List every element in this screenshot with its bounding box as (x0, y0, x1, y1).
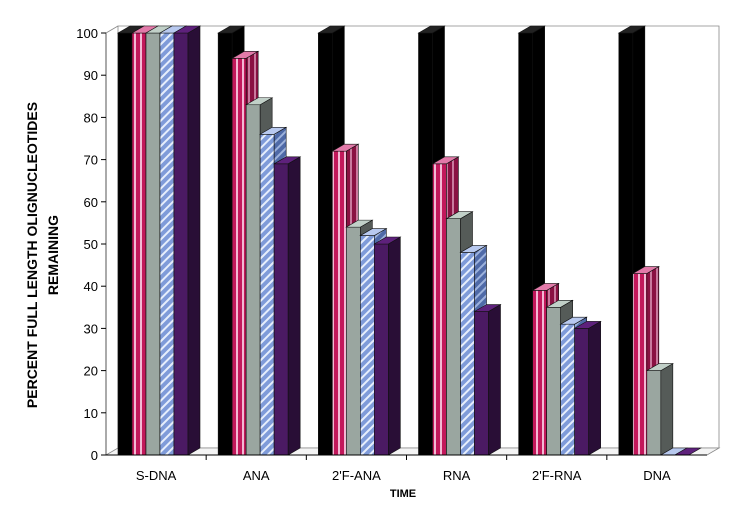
bar-top (473, 304, 502, 312)
y-tick-label: 40 (84, 279, 98, 294)
y-axis-title-line-2: REMAINING (45, 215, 61, 295)
bar-side (588, 320, 601, 456)
bar-front (231, 58, 247, 456)
bar-top (517, 25, 546, 34)
bar-front (318, 32, 333, 456)
bars (116, 25, 702, 456)
bar-front (460, 252, 475, 456)
x-tick-label: 2'F-RNA (532, 468, 582, 483)
bar-top (645, 363, 674, 371)
bar-front (117, 32, 133, 456)
bar-top (459, 245, 488, 253)
bar-top (273, 156, 302, 165)
bar-top (172, 25, 202, 34)
bar-top (331, 143, 360, 152)
bar (473, 303, 502, 456)
y-tick-label: 60 (84, 195, 98, 210)
bar-front (217, 32, 233, 456)
bar-front (418, 32, 433, 456)
bar-front (546, 306, 561, 456)
bar (645, 363, 674, 456)
bar-top (545, 299, 574, 308)
bar-front (518, 32, 533, 456)
bar-front (346, 226, 361, 456)
bar-top (431, 156, 460, 165)
bar (273, 156, 302, 456)
bar-front (474, 311, 489, 456)
x-tick-label: ANA (243, 468, 270, 483)
bar (172, 25, 202, 456)
y-tick-label: 10 (84, 406, 98, 421)
bar-front (332, 150, 347, 456)
y-tick-label: 30 (84, 321, 98, 336)
bar-front (374, 243, 389, 456)
bar-front (632, 273, 648, 456)
bar-front (446, 218, 461, 456)
bar-top (231, 51, 260, 59)
bar-top (217, 25, 246, 34)
bar-front (646, 370, 662, 456)
bar-top (245, 97, 274, 106)
y-axis-title-line-1: PERCENT FULL LENGTH OLIGNUCLEOTIDES (24, 102, 40, 408)
bar-top (259, 126, 288, 135)
bar-front (532, 290, 547, 456)
x-tick-label: DNA (643, 468, 671, 483)
bar-front (560, 323, 575, 456)
bar-front (259, 133, 275, 456)
bar-front (145, 32, 161, 456)
y-tick-label: 90 (84, 68, 98, 83)
bar-top (417, 25, 446, 34)
bar-top (373, 236, 402, 245)
bar-top (531, 283, 560, 291)
y-tick-label: 0 (91, 448, 98, 463)
bar-side (187, 25, 201, 456)
y-tick-label: 100 (76, 26, 98, 41)
bar-front (273, 163, 289, 456)
labels: TIME PERCENT FULL LENGTH OLIGNUCLEOTIDES… (24, 102, 416, 500)
y-tick-label: 80 (84, 110, 98, 125)
y-tick-label: 20 (84, 364, 98, 379)
bar-side (388, 236, 401, 456)
x-tick-label: S-DNA (136, 468, 177, 483)
bar-top (345, 219, 374, 228)
y-tick-label: 70 (84, 153, 98, 168)
x-tick-label: RNA (443, 468, 471, 483)
bar (573, 320, 602, 456)
bar-top (317, 25, 346, 34)
bar-top (617, 25, 646, 34)
bar-top (359, 228, 388, 236)
bar-front (159, 32, 175, 456)
x-tick-label: 2'F-ANA (332, 468, 381, 483)
bar-front (360, 235, 375, 456)
side-wall-top-edge (105, 25, 119, 34)
bar-front (131, 32, 147, 456)
x-axis-title: TIME (390, 488, 416, 500)
bar-top (559, 316, 588, 325)
bar-front (173, 32, 189, 456)
bar-front (432, 163, 447, 456)
bar-top (445, 211, 474, 219)
y-tick-label: 50 (84, 237, 98, 252)
bar-side (488, 303, 501, 456)
axes: 0 10 20 30 40 50 60 70 80 90 100 S-DNA ANA 2'F-ANA RNA… (76, 26, 707, 483)
bar-front (574, 328, 589, 456)
bar-front (245, 104, 261, 456)
bar-top (631, 266, 660, 274)
bar-front (618, 32, 634, 456)
bar-side (287, 156, 301, 456)
bar-top (573, 321, 602, 329)
bar (373, 236, 402, 456)
bar-side (660, 363, 674, 456)
